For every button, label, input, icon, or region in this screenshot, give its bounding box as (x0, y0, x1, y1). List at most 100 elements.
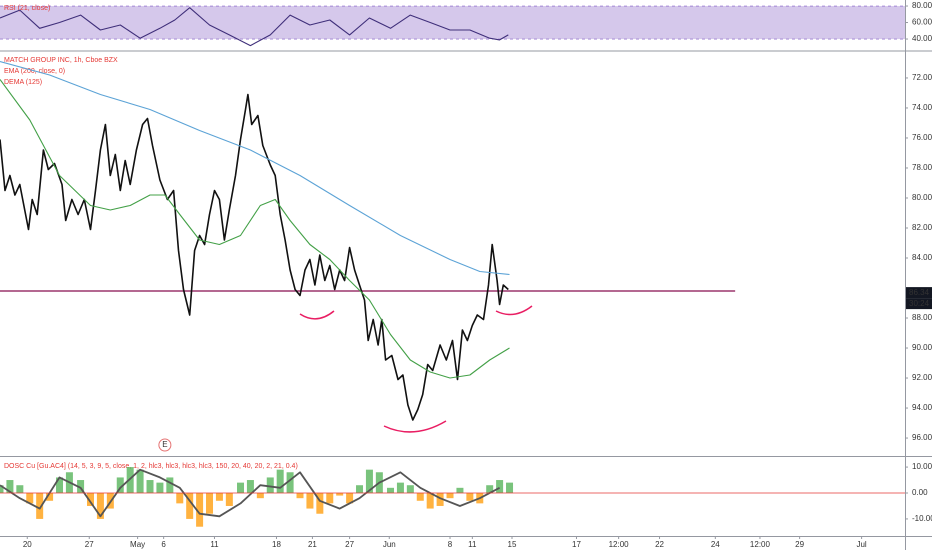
series-line (0, 468, 501, 518)
histogram-bar (196, 493, 204, 527)
histogram-bar (266, 477, 274, 493)
x-tick-label: 11 (468, 540, 477, 549)
histogram-bar (406, 485, 414, 493)
histogram-bar (186, 493, 194, 519)
y-tick-label: 10.00 (912, 462, 932, 471)
x-tick-label: 20 (23, 540, 32, 549)
histogram-bar (365, 469, 373, 493)
histogram-bar (237, 482, 245, 493)
histogram-bar (336, 493, 344, 496)
x-tick-label: 22 (655, 540, 664, 549)
histogram-bar (156, 482, 164, 493)
x-tick-label: Jun (383, 540, 396, 549)
histogram-bar (26, 493, 34, 504)
y-tick-label: 0.00 (912, 488, 928, 497)
histogram-bar (306, 493, 314, 509)
histogram-bar (466, 493, 474, 501)
histogram-bar (16, 485, 24, 493)
x-tick-label: 27 (85, 540, 94, 549)
histogram-bar (276, 469, 284, 493)
histogram-bar (256, 493, 264, 499)
last-price-box (906, 287, 932, 299)
histogram-bar (296, 493, 304, 499)
earnings-label: E (162, 440, 167, 449)
y-tick-label: 92.00 (912, 373, 932, 382)
series-line (0, 60, 510, 276)
legend-entry: DEMA (125) (4, 79, 42, 86)
histogram-bar (77, 480, 85, 493)
y-tick-label: 82.00 (912, 223, 932, 232)
countdown-label: 30:24 (909, 299, 930, 308)
histogram-bar (126, 467, 134, 493)
x-tick-label: 29 (795, 540, 804, 549)
histogram-bar (346, 493, 354, 504)
y-tick-label: 94.00 (912, 403, 932, 412)
histogram-bar (436, 493, 444, 506)
histogram-bar (46, 493, 54, 501)
x-tick-label: 11 (210, 540, 219, 549)
legend-title: DOSC Cu [Gu.AC4] (14, 5, 3, 9, 5, close,… (4, 463, 298, 470)
histogram-bar (146, 480, 154, 493)
histogram-bar (416, 493, 424, 501)
x-tick-label: Jul (856, 540, 866, 549)
x-tick-label: May (130, 540, 145, 549)
y-tick-label: 96.00 (912, 433, 932, 442)
last-price-label: 86.34 (909, 288, 930, 297)
histogram-bar (426, 493, 434, 509)
pattern-arc (383, 420, 447, 433)
x-tick-label: 18 (272, 540, 281, 549)
legend-title: RSI (21, close) (4, 5, 50, 12)
histogram-bar (456, 487, 464, 493)
y-tick-label: -10.00 (912, 514, 932, 523)
histogram-bar (446, 493, 454, 499)
x-tick-label: 24 (711, 540, 720, 549)
y-tick-label: 40.00 (912, 34, 932, 43)
histogram-bar (486, 485, 494, 493)
histogram-bar (87, 493, 94, 506)
legend-title: MATCH GROUP INC, 1h, Cboe BZX (4, 57, 118, 64)
y-tick-label: 76.00 (912, 133, 932, 142)
x-tick-label: 15 (508, 540, 517, 549)
histogram-bar (0, 485, 4, 493)
x-tick-label: 8 (448, 540, 453, 549)
y-tick-label: 74.00 (912, 103, 932, 112)
histogram-bar (356, 485, 364, 493)
histogram-bar (215, 493, 223, 501)
y-tick-label: 72.00 (912, 73, 932, 82)
x-tick-label: 12:00 (609, 540, 630, 549)
histogram-bar (225, 493, 233, 506)
histogram-bar (36, 493, 44, 519)
pattern-arc (299, 310, 335, 320)
histogram-bar (56, 477, 64, 493)
y-tick-label: 90.00 (912, 343, 932, 352)
histogram-bar (286, 472, 294, 493)
x-tick-label: 6 (161, 540, 166, 549)
pattern-arc (495, 305, 533, 316)
series-line (0, 79, 510, 379)
histogram-bar (176, 493, 184, 504)
histogram-bar (96, 493, 104, 519)
histogram-bar (326, 493, 334, 504)
earnings-marker (158, 438, 172, 452)
x-tick-label: 21 (308, 540, 317, 549)
y-tick-label: 78.00 (912, 163, 932, 172)
x-tick-label: 12:00 (750, 540, 771, 549)
countdown-box (906, 298, 932, 310)
y-tick-label: 60.00 (912, 18, 932, 27)
histogram-bar (506, 482, 514, 493)
y-tick-label: 80.00 (912, 1, 932, 10)
y-tick-label: 80.00 (912, 193, 932, 202)
histogram-bar (116, 477, 124, 493)
histogram-bar (387, 487, 395, 493)
histogram-bar (136, 469, 144, 493)
histogram-bar (396, 482, 404, 493)
y-tick-label: 84.00 (912, 253, 932, 262)
x-tick-label: 17 (572, 540, 581, 549)
x-tick-label: 27 (345, 540, 354, 549)
y-tick-label: 88.00 (912, 313, 932, 322)
histogram-bar (496, 480, 504, 493)
histogram-bar (316, 493, 324, 514)
